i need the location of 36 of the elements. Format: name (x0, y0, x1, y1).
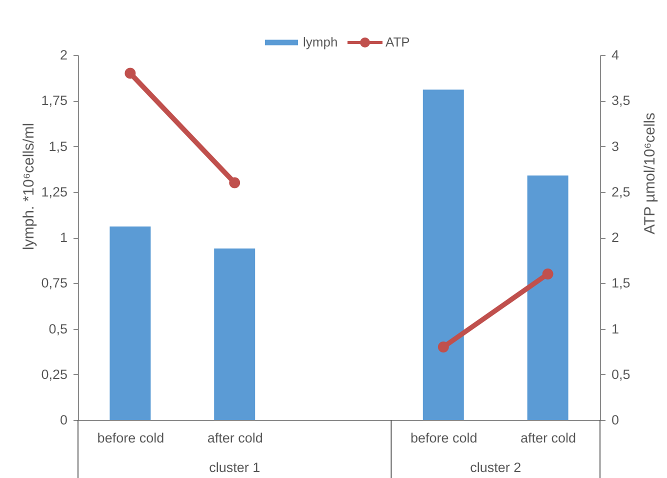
point (438, 342, 449, 352)
y2-tick-label: 4 (612, 48, 620, 62)
text: cluster 2 (470, 460, 522, 475)
y-tick-label: 0 (60, 412, 68, 428)
bar (110, 226, 151, 420)
y2-tick-label: 2 (612, 230, 620, 245)
y2-tick-label: 3 (612, 138, 620, 154)
y2-tick-label: 1,5 (612, 276, 630, 291)
y-axis-title: lymph. *10⁶cells/ml (20, 122, 38, 250)
point (229, 177, 240, 188)
y2-tick-label: 0,5 (612, 366, 630, 382)
y-tick-label: 1,75 (41, 93, 68, 108)
legend-label: lymph (303, 34, 338, 50)
y-tick-label: 0,5 (48, 321, 68, 336)
bar (214, 248, 256, 420)
text: cluster 1 (209, 460, 260, 475)
y2-axis-title: ATP µmol/10⁶cells (642, 112, 658, 234)
y-tick-label: 0,25 (41, 366, 68, 382)
x-tick-label: before cold (410, 430, 478, 446)
y-tick-label: 2 (60, 48, 68, 62)
x-tick-label: after cold (207, 430, 263, 446)
y2-tick-label: 3,5 (612, 93, 630, 108)
y-tick-label: 0,75 (41, 276, 68, 291)
legend-label: ATP (386, 34, 410, 50)
y2-tick-label: 0 (612, 412, 620, 428)
y-tick-label: 1,5 (48, 138, 68, 154)
point (124, 68, 136, 79)
y2-tick-label: 1 (612, 321, 620, 336)
x-tick-label: before cold (97, 430, 164, 446)
y-tick-label: 1,25 (41, 184, 68, 200)
y2-tick-label: 2,5 (612, 184, 630, 200)
point (542, 268, 554, 280)
bar (422, 90, 464, 420)
y-tick-label: 1 (60, 230, 68, 245)
x-tick-label: after cold (520, 430, 576, 446)
bar (527, 175, 568, 420)
